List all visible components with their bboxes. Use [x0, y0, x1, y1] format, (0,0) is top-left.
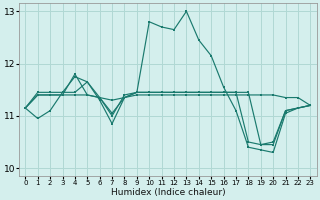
X-axis label: Humidex (Indice chaleur): Humidex (Indice chaleur): [110, 188, 225, 197]
